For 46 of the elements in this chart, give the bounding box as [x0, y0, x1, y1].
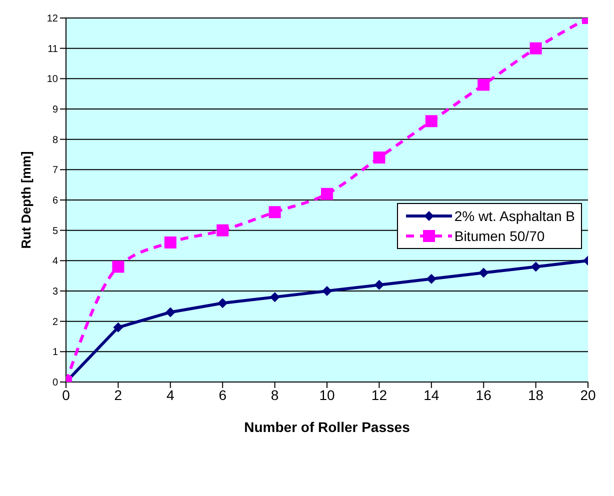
y-axis-title: Rut Depth [mm] — [18, 151, 34, 249]
x-tick-label: 16 — [476, 386, 492, 403]
point — [218, 298, 228, 308]
y-tick-label: 8 — [52, 134, 58, 146]
y-tick-label: 6 — [52, 196, 58, 207]
x-tick-label: 0 — [62, 386, 70, 403]
x-tick-label: 14 — [424, 386, 440, 403]
point — [530, 262, 541, 272]
x-tick-label: 12 — [371, 386, 388, 403]
x-tick-label: 8 — [270, 386, 279, 403]
y-tick-label: 0 — [52, 378, 58, 389]
x-tick-label: 20 — [580, 386, 596, 403]
point — [478, 268, 489, 278]
y-tick-label: 7 — [52, 165, 58, 176]
y-tick-label: 4 — [52, 256, 58, 268]
point — [321, 188, 333, 200]
y-tick-label: 2 — [52, 316, 58, 328]
x-tick-label: 2 — [114, 386, 122, 403]
point — [113, 322, 124, 332]
x-tick-label: 4 — [166, 386, 174, 403]
y-tick-label: 5 — [52, 226, 58, 237]
point — [322, 286, 332, 296]
x-tick-label: 6 — [218, 386, 227, 403]
point — [530, 42, 542, 54]
y-tick-label: 1 — [52, 347, 58, 358]
y-tick-label: 10 — [46, 74, 58, 86]
point — [478, 78, 490, 91]
point — [374, 280, 384, 290]
point — [216, 224, 229, 236]
y-tick-label: 11 — [48, 44, 58, 55]
point — [270, 292, 280, 302]
point — [165, 307, 176, 318]
point — [268, 206, 281, 218]
y-tick-label: 3 — [52, 286, 58, 298]
y-tick-label: 12 — [46, 14, 58, 25]
legend-label: 2% wt. Asphaltan B — [454, 208, 575, 224]
y-tick-label: 9 — [52, 104, 58, 116]
point — [112, 260, 124, 273]
point — [373, 152, 386, 164]
point — [426, 274, 436, 284]
point — [164, 236, 176, 248]
x-tick-label: 10 — [319, 386, 335, 403]
point — [425, 115, 438, 128]
legend-label: Bitumen 50/70 — [454, 228, 545, 244]
x-axis-title: Number of Roller Passes — [244, 419, 410, 435]
x-tick-label: 18 — [528, 386, 544, 403]
